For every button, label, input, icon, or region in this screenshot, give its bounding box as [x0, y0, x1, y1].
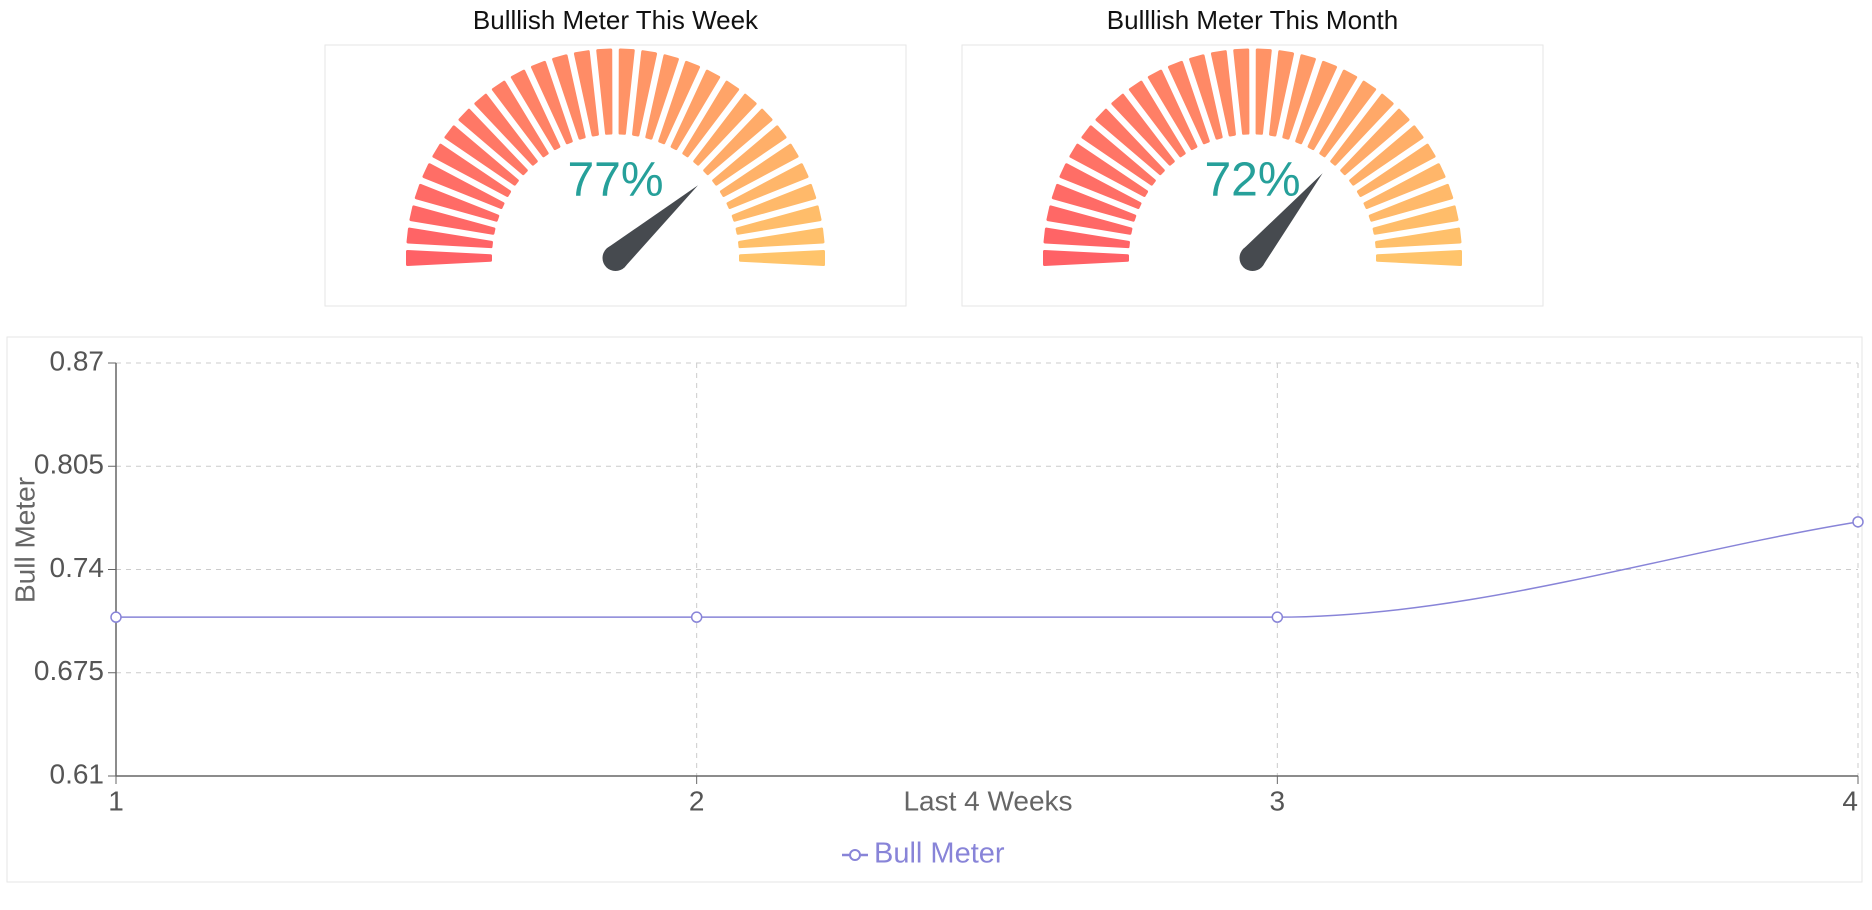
point: [690, 611, 703, 623]
gauge-tick: [1081, 125, 1156, 186]
y-tick-label: 0.805: [34, 449, 104, 480]
gauge-tick: [1356, 143, 1436, 197]
chart-frame: [6, 336, 1863, 883]
gauge-tick: [735, 205, 822, 235]
gauge-tick: [1233, 48, 1250, 135]
gauge-tick: [703, 108, 773, 176]
x-tick-label: 1: [108, 785, 124, 816]
gauge-tick: [409, 205, 496, 235]
gauge-tick: [1189, 54, 1223, 140]
y-tick-label: 0.74: [50, 552, 105, 583]
gauge-tick: [1043, 227, 1130, 249]
gauge-tick: [1295, 60, 1338, 145]
gauge-tick: [1307, 69, 1358, 151]
gauge-tick: [1210, 50, 1236, 137]
gauge-title: Bulllish Meter This Week: [473, 5, 759, 35]
y-tick-label: 0.675: [34, 655, 104, 686]
gauge-tick: [596, 48, 613, 135]
gauge-value-label: 72%: [1204, 154, 1300, 207]
gauge-tick: [1059, 163, 1142, 210]
gauge-tick: [1372, 205, 1459, 235]
gauge-tick: [1128, 80, 1186, 158]
gauge-tick: [1147, 69, 1198, 151]
gauge-tick: [731, 183, 817, 222]
gauge-tick: [682, 80, 740, 158]
gauge-tick: [632, 50, 658, 137]
gauge-tick: [693, 93, 757, 166]
gauge-tick: [458, 108, 528, 176]
gauge-tick: [552, 54, 586, 140]
x-tick-label: 4: [1842, 785, 1858, 816]
y-axis-label: Bull Meter: [9, 477, 40, 603]
gauge-tick: [658, 60, 701, 145]
gauge-tick: [406, 227, 493, 249]
point: [1852, 516, 1864, 528]
gauge-tick: [1255, 48, 1272, 135]
gauge-tick: [739, 250, 825, 266]
gauge-title: Bulllish Meter This Month: [1107, 5, 1398, 35]
gauge-tick: [1095, 108, 1165, 176]
gauge-tick: [1111, 93, 1175, 166]
gauge-tick: [491, 80, 549, 158]
needle-hub: [1239, 245, 1266, 271]
gauge-tick: [645, 54, 679, 140]
gauge-tick: [510, 69, 561, 151]
gauge-frame: [324, 44, 907, 307]
gauge-value-label: 77%: [567, 154, 663, 207]
needle-body: [1242, 173, 1323, 267]
gauge-tick: [474, 93, 538, 166]
gauge-tick: [1046, 205, 1133, 235]
gauge-tick: [1269, 50, 1295, 137]
gauge-tick: [1167, 60, 1210, 145]
gauge-tick: [1330, 93, 1394, 166]
legend-marker: [849, 849, 861, 861]
gauge-tick: [432, 143, 512, 197]
gauge-tick: [618, 48, 635, 135]
gauge-tick: [1043, 250, 1129, 266]
y-tick-label: 0.61: [50, 758, 105, 789]
x-axis-label: Last 4 Weeks: [903, 785, 1072, 816]
gauge-frame: [961, 44, 1544, 307]
gauge-tick: [1363, 163, 1446, 210]
gauge-tick: [573, 50, 599, 137]
gauge-tick: [1282, 54, 1316, 140]
gauge-tick: [1376, 250, 1462, 266]
gauge-tick: [1319, 80, 1377, 158]
gauge-tick: [1340, 108, 1410, 176]
gauge-tick: [444, 125, 519, 186]
gauge-tick: [422, 163, 505, 210]
gauge-tick: [1349, 125, 1424, 186]
gauge-tick: [719, 143, 799, 197]
gauge-tick: [414, 183, 500, 222]
x-tick-label: 2: [689, 785, 705, 816]
gauge-tick: [738, 227, 825, 249]
gauge-tick: [726, 163, 809, 210]
gauge-needle: [1239, 173, 1323, 271]
needle-body: [606, 185, 699, 268]
gauge-tick: [530, 60, 573, 145]
point: [1271, 611, 1284, 623]
gauge-tick: [1368, 183, 1454, 222]
gauge-tick: [1375, 227, 1462, 249]
x-tick-label: 3: [1270, 785, 1286, 816]
y-tick-label: 0.87: [50, 345, 105, 376]
gauge-tick: [670, 69, 721, 151]
needle-hub: [602, 245, 629, 271]
gauge-tick: [1051, 183, 1137, 222]
legend-label: Bull Meter: [874, 838, 1005, 870]
gauge-tick: [406, 250, 492, 266]
line: [116, 521, 1859, 618]
gauge-tick: [1069, 143, 1149, 197]
gauge-tick: [712, 125, 787, 186]
point: [110, 611, 122, 623]
gauge-needle: [602, 185, 699, 271]
